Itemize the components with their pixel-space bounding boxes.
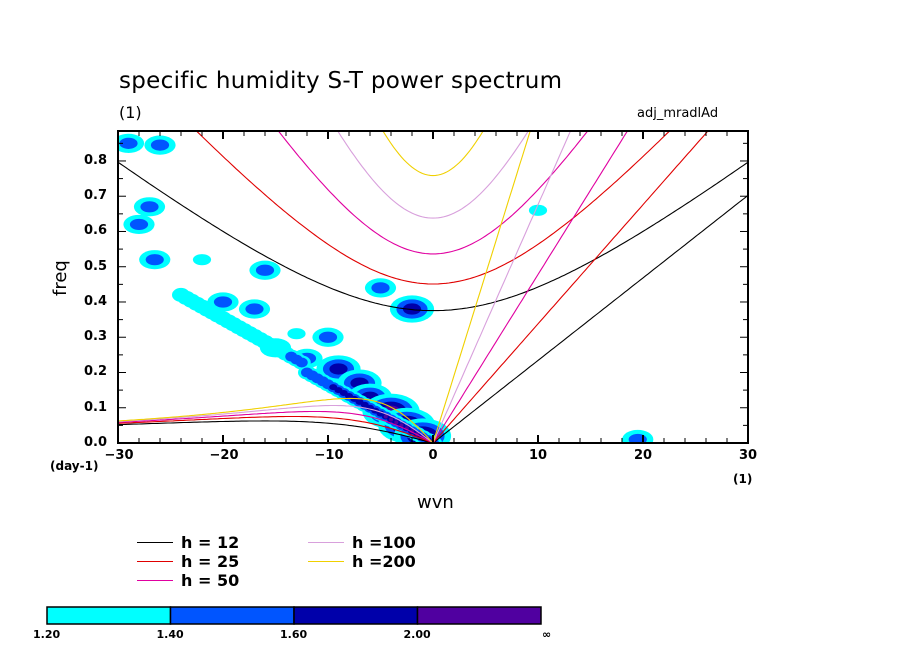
contour-blob [213,296,233,308]
contour-band [394,420,399,425]
y-tick-label: 0.4 [84,293,108,309]
legend-item: h = 12 [137,533,239,552]
legend-item: h = 25 [137,552,239,571]
contour-blob [145,254,164,266]
colorbar-label: 1.60 [280,628,308,641]
contour-blob [528,204,548,216]
contour-blob [329,363,348,375]
contour-blob [255,264,275,276]
x-tick-label: 0 [428,448,438,463]
x-tick-label: −20 [209,448,239,463]
chart-subtitle-left: (1) [119,103,142,122]
colorbar-label: 1.40 [156,628,184,641]
contour-blob [371,282,390,294]
legend-item: h =200 [308,552,416,571]
inertia-gravity-curve [277,131,589,255]
legend-swatch [137,542,173,543]
contour-blob [402,303,422,315]
contour-band [295,357,308,368]
chart-subtitle-right: adj_mradlAd [637,106,719,121]
rossby-curve [118,420,434,443]
colorbar-label: 1.20 [33,628,61,641]
y-tick-label: 0.1 [84,399,108,415]
y-tick-label: 0.6 [84,223,108,239]
rossby-curve [118,410,434,443]
x-tick-label: −10 [314,448,344,463]
legend-label: h = 12 [181,533,240,552]
contour-blob [129,218,149,231]
legend-label: h =200 [352,552,416,571]
chart-title: specific humidity S-T power spectrum [119,68,563,94]
legend-label: h = 25 [181,552,240,571]
inertia-gravity-curve [118,161,748,312]
contour-blob [140,201,159,213]
contour-blob [192,254,212,266]
colorbar-label: 2.00 [403,628,431,641]
y-tick-label: 0.5 [84,258,108,274]
legend-swatch [137,561,173,562]
legend-swatch [308,561,344,562]
contour-blob [287,328,306,340]
colorbar-swatch [293,606,419,625]
y-tick-label: 0.0 [84,435,108,450]
inertia-gravity-curve [195,131,671,285]
legend-item: h =100 [308,533,416,552]
colorbar-label: ∞ [542,628,552,641]
x-tick-label: 10 [529,448,548,463]
y-tick-label: 0.3 [84,329,108,345]
kelvin-curve [432,131,531,443]
kelvin-curve [432,131,709,443]
colorbar-swatch [46,606,172,625]
legend-label: h =100 [352,533,416,552]
colorbar-swatch [416,606,542,625]
inertia-gravity-curve [337,131,529,219]
y-tick-label: 0.2 [84,364,108,380]
y-tick-label: 0.8 [84,152,108,168]
kelvin-curve [432,131,629,443]
rossby-curve [118,397,434,443]
legend-swatch [137,580,173,581]
x-tick-label: −30 [104,448,134,463]
contour-blob [150,139,170,151]
y-tick-label: 0.7 [84,188,108,204]
x-axis-unit: (1) [733,472,753,486]
x-axis-label: wvn [417,492,454,513]
x-tick-label: 20 [634,448,653,463]
kelvin-curve [432,131,572,443]
inertia-gravity-curve [382,131,484,177]
rossby-curve [118,404,434,443]
legend-label: h = 50 [181,571,240,590]
colorbar-swatch [169,606,295,625]
y-axis-unit: (day-1) [50,459,99,473]
plot-content [118,131,748,443]
kelvin-curve [432,194,748,443]
contour-blob [119,137,138,149]
legend-item: h = 50 [137,571,239,590]
contour-band [383,414,388,419]
x-tick-label: 30 [739,448,758,463]
legend-swatch [308,542,344,543]
contour-blob [245,303,264,315]
contour-blob [318,331,338,343]
rossby-curve [118,415,434,443]
contour-band [389,417,393,422]
